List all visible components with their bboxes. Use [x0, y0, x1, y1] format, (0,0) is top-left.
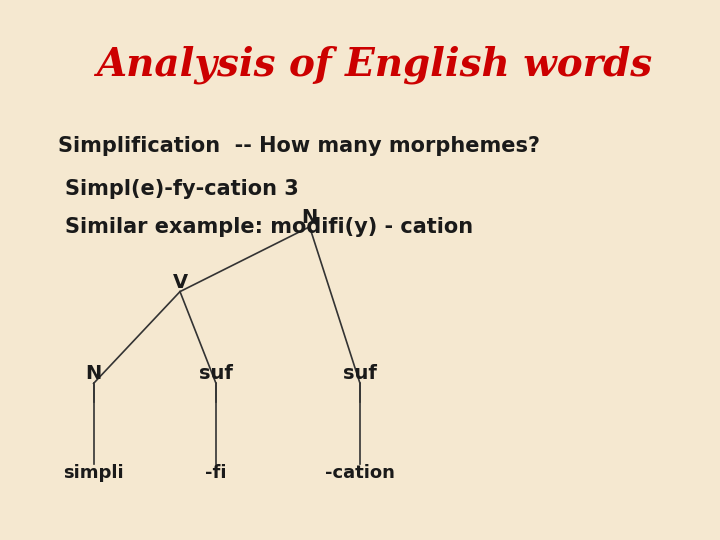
Text: suf: suf — [199, 364, 233, 383]
Text: V: V — [172, 273, 188, 292]
Text: Simpl(e)-fy-cation 3: Simpl(e)-fy-cation 3 — [65, 179, 299, 199]
Text: Simplification  -- How many morphemes?: Simplification -- How many morphemes? — [58, 136, 539, 156]
Text: -fi: -fi — [205, 464, 227, 482]
Text: Analysis of English words: Analysis of English words — [96, 45, 652, 84]
Text: Similar example: modifi(y) - cation: Similar example: modifi(y) - cation — [65, 217, 473, 237]
Text: N: N — [86, 364, 102, 383]
Text: N: N — [302, 208, 318, 227]
Text: -cation: -cation — [325, 464, 395, 482]
Text: simpli: simpli — [63, 464, 124, 482]
Text: suf: suf — [343, 364, 377, 383]
